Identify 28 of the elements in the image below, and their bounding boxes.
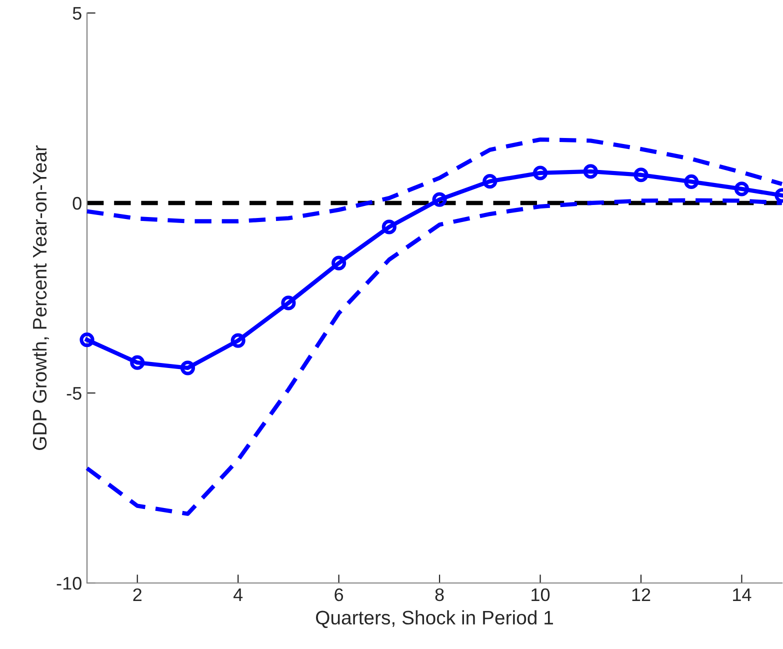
y-tick-label: -10 <box>56 576 82 590</box>
point <box>482 174 498 189</box>
y-tick-label: 0 <box>72 196 82 210</box>
x-tick-label: 8 <box>435 588 444 602</box>
x-tick-label: 14 <box>733 588 752 601</box>
point <box>532 166 548 180</box>
point <box>80 332 94 348</box>
x-tick-label: 4 <box>233 588 243 601</box>
point <box>634 168 648 182</box>
point <box>180 360 196 376</box>
line-series <box>84 137 783 224</box>
point <box>130 355 145 370</box>
y-tick-label: 5 <box>72 7 82 20</box>
point <box>382 220 396 234</box>
x-tick-label: 6 <box>334 588 344 602</box>
x-tick-label: 10 <box>532 588 550 602</box>
point <box>230 333 246 348</box>
point <box>432 192 447 207</box>
x-tick-label: 12 <box>632 588 650 601</box>
point <box>734 182 749 196</box>
y-tick-label: -5 <box>66 387 82 400</box>
point <box>332 256 346 270</box>
point <box>281 296 296 310</box>
y-axis-title: GDP Growth, Percent Year-on-Year <box>32 145 49 450</box>
point <box>583 164 598 179</box>
point <box>684 174 699 190</box>
x-axis-title: Quarters, Shock in Period 1 <box>316 610 553 628</box>
x-tick-label: 2 <box>133 588 142 601</box>
